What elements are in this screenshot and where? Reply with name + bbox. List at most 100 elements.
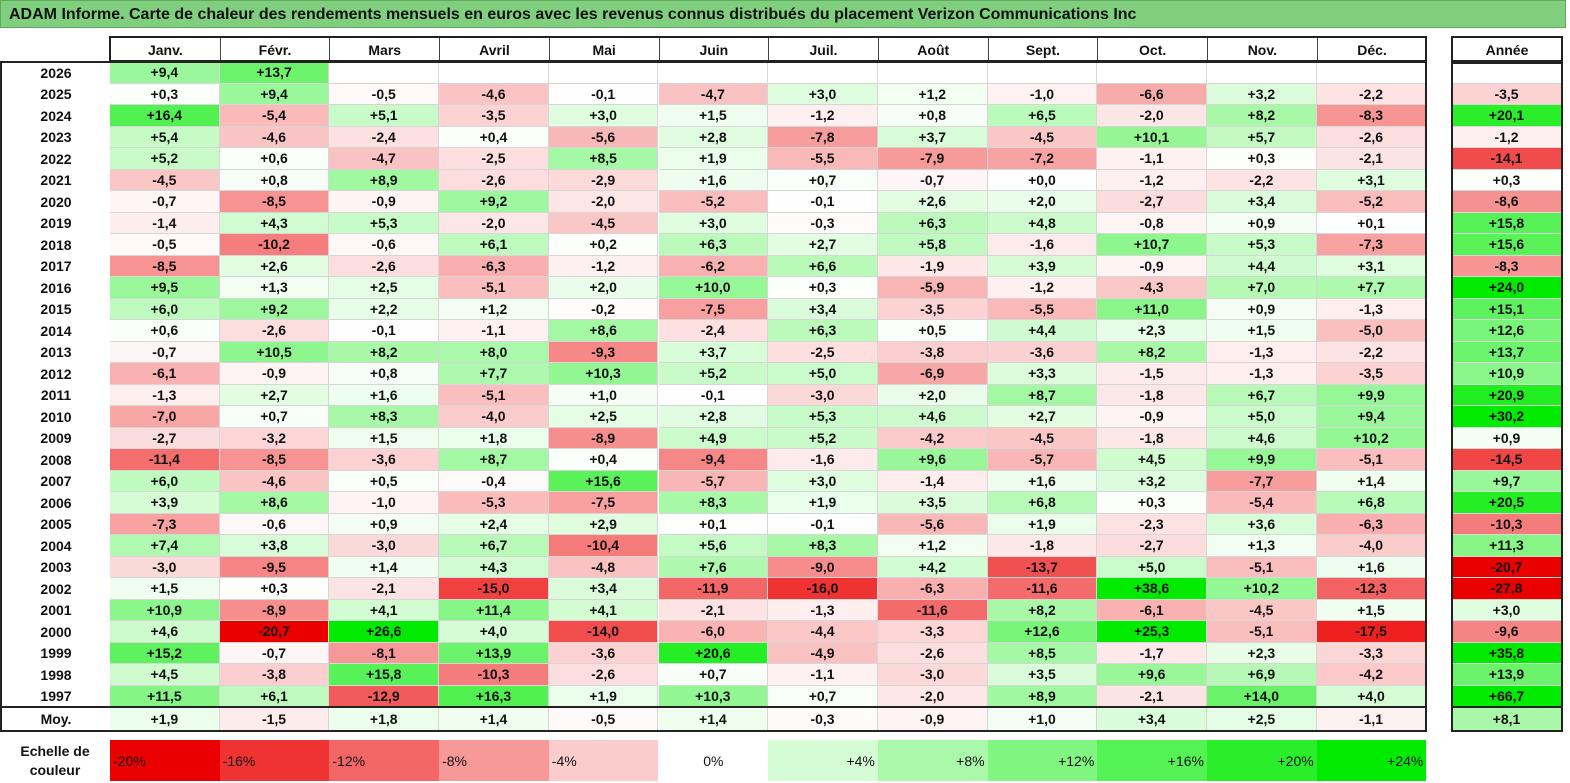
heatmap-cell: +0,4: [548, 449, 659, 471]
heatmap-cell: [1207, 62, 1317, 84]
heatmap-cell: -0,5: [329, 83, 440, 105]
heatmap-cell: -5,1: [439, 277, 549, 299]
heatmap-cell: -2,0: [1097, 105, 1207, 127]
heatmap-cell: +6,9: [1207, 664, 1317, 686]
heatmap-cell: +2,0: [987, 191, 1098, 213]
heatmap-cell: [548, 62, 659, 84]
heatmap-cell: +6,3: [768, 320, 878, 342]
heatmap-cell: +1,2: [877, 83, 988, 105]
heatmap-cell: +0,3: [110, 83, 220, 105]
heatmap-cell: -1,0: [329, 492, 440, 514]
heatmap-cell: +1,9: [658, 148, 769, 170]
heatmap-cell: -5,6: [877, 513, 988, 535]
heatmap-cell: -20,7: [219, 621, 330, 643]
heatmap-cell: +5,0: [768, 363, 878, 385]
heatmap-cell: -1,0: [987, 83, 1098, 105]
heatmap-cell: +3,0: [768, 83, 878, 105]
heatmap-cell: +5,3: [329, 212, 440, 234]
heatmap-cell: -0,1: [768, 191, 878, 213]
heatmap-cell: -5,3: [439, 492, 549, 514]
heatmap-cell: -5,2: [1316, 191, 1427, 213]
heatmap-cell: +3,0: [658, 212, 769, 234]
color-scale-cell: -16%: [219, 740, 330, 781]
heatmap-cell: -7,9: [877, 148, 988, 170]
heatmap-cell: -3,6: [329, 449, 440, 471]
heatmap-cell: -0,7: [877, 169, 988, 191]
heatmap-cell: -6,3: [1316, 513, 1427, 535]
heatmap-cell: +15,2: [110, 642, 220, 664]
heatmap-cell: +6,8: [1316, 492, 1427, 514]
heatmap-cell: -9,4: [658, 449, 769, 471]
heatmap-cell: -7,5: [548, 492, 659, 514]
year-label: 2006: [40, 494, 72, 511]
heatmap-cell: -0,6: [219, 513, 330, 535]
heatmap-cell: [1097, 62, 1207, 84]
annual-cell: +20,9: [1452, 384, 1562, 406]
heatmap-cell: -0,3: [768, 212, 878, 234]
heatmap-cell: -4,5: [987, 427, 1098, 449]
heatmap-cell: -3,8: [877, 341, 988, 363]
heatmap-cell: +1,8: [439, 427, 549, 449]
heatmap-cell: -3,2: [219, 427, 330, 449]
heatmap-cell: +0,3: [1207, 148, 1317, 170]
heatmap-cell: +3,9: [110, 492, 220, 514]
heatmap-cell: -2,6: [329, 255, 440, 277]
heatmap-cell: -2,0: [877, 685, 988, 707]
heatmap-cell: -2,4: [329, 126, 440, 148]
annual-cell: +0,3: [1452, 169, 1562, 191]
heatmap-cell: -1,1: [1097, 148, 1207, 170]
heatmap-cell: +2,8: [658, 126, 769, 148]
heatmap-cell: +3,2: [1097, 470, 1207, 492]
heatmap-cell: -2,7: [110, 427, 220, 449]
heatmap-cell: -9,0: [768, 556, 878, 578]
annual-cell: +15,8: [1452, 212, 1562, 234]
heatmap-cell: +2,6: [219, 255, 330, 277]
heatmap-cell: -2,6: [1316, 126, 1427, 148]
heatmap-cell: +3,0: [768, 470, 878, 492]
heatmap-cell: -5,5: [768, 148, 878, 170]
heatmap-cell: +8,5: [987, 642, 1098, 664]
heatmap-cell: +1,2: [439, 298, 549, 320]
heatmap-cell: -0,7: [219, 642, 330, 664]
heatmap-cell: +8,9: [987, 685, 1098, 707]
year-label: 2014: [40, 322, 72, 339]
heatmap-cell: [1316, 62, 1427, 84]
heatmap-cell: +15,6: [548, 470, 659, 492]
year-label: 2000: [40, 623, 72, 640]
heatmap-cell: +15,8: [329, 664, 440, 686]
heatmap-cell: -1,3: [1207, 363, 1317, 385]
annual-cell: -8,6: [1452, 191, 1562, 213]
heatmap-cell: -7,3: [110, 513, 220, 535]
heatmap-cell: +4,1: [548, 599, 659, 621]
heatmap-cell: -5,9: [877, 277, 988, 299]
heatmap-cell: +25,3: [1097, 621, 1207, 643]
average-separator: [0, 706, 1428, 708]
heatmap-cell: -3,0: [768, 384, 878, 406]
heatmap-cell: -9,3: [548, 341, 659, 363]
heatmap-cell: -8,5: [110, 255, 220, 277]
heatmap-cell: +8,6: [548, 320, 659, 342]
year-label: 2007: [40, 473, 72, 490]
heatmap-cell: -0,2: [548, 298, 659, 320]
heatmap-cell: +1,6: [1316, 556, 1427, 578]
heatmap-cell: +11,0: [1097, 298, 1207, 320]
heatmap-cell: +0,2: [548, 234, 659, 256]
heatmap-cell: -4,2: [877, 427, 988, 449]
heatmap-cell: +0,1: [1316, 212, 1427, 234]
report-title: ADAM Informe. Carte de chaleur des rende…: [0, 0, 1566, 28]
annual-cell: +3,0: [1452, 599, 1562, 621]
heatmap-cell: +3,7: [658, 341, 769, 363]
year-label: 2026: [40, 64, 72, 81]
heatmap-cell: +11,4: [439, 599, 549, 621]
heatmap-cell: +8,2: [987, 599, 1098, 621]
year-label: 1998: [40, 666, 72, 683]
year-label: 2025: [40, 86, 72, 103]
heatmap-cell: [877, 62, 988, 84]
heatmap-cell: +5,2: [110, 148, 220, 170]
heatmap-cell: -0,1: [768, 513, 878, 535]
heatmap-cell: +4,5: [1097, 449, 1207, 471]
heatmap-cell: -5,7: [658, 470, 769, 492]
heatmap-cell: +5,3: [1207, 234, 1317, 256]
heatmap-cell: -3,6: [548, 642, 659, 664]
heatmap-cell: +0,3: [1097, 492, 1207, 514]
